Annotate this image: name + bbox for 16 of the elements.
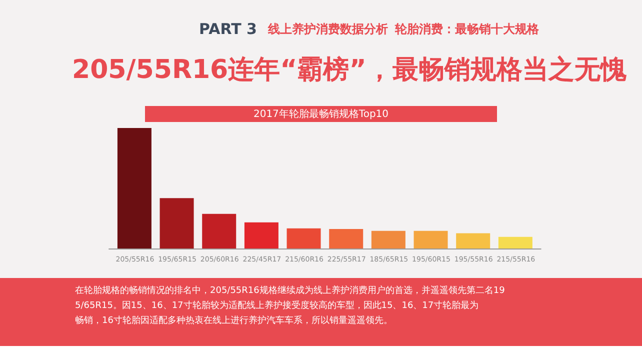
bar <box>117 128 152 249</box>
bar <box>456 233 490 249</box>
bar <box>414 230 448 249</box>
bar <box>371 230 406 249</box>
bar <box>498 236 532 249</box>
text: 在轮胎规格的畅销情况的排名中，205/55R16规格继续成为线上养护消费用户的首选，并遥遥领先第二名195/65R15。因15、16、17寸轮胎较为适配线上养护接受度较高的车型，因此15、16、17寸轮胎最为畅销，16寸轮胎因适配多种热衷在线上进行养护汽车车系，所以销量遥遥领先。 <box>75 285 506 326</box>
bar <box>160 198 194 249</box>
text: 轮胎消费：最畅销十大规格 <box>394 22 540 36</box>
chart-title: 205/55R16连年“霸榜”，最畅销规格当之无愧 <box>72 55 628 85</box>
chart-subtitle: 2017年轮胎最畅销规格Top10 <box>253 108 389 120</box>
bar <box>329 229 364 249</box>
text: PART 3 <box>199 20 257 38</box>
bar <box>202 214 236 249</box>
text: 线上养护消费数据分析 <box>267 22 388 36</box>
bar <box>244 222 278 249</box>
bar <box>286 228 321 249</box>
